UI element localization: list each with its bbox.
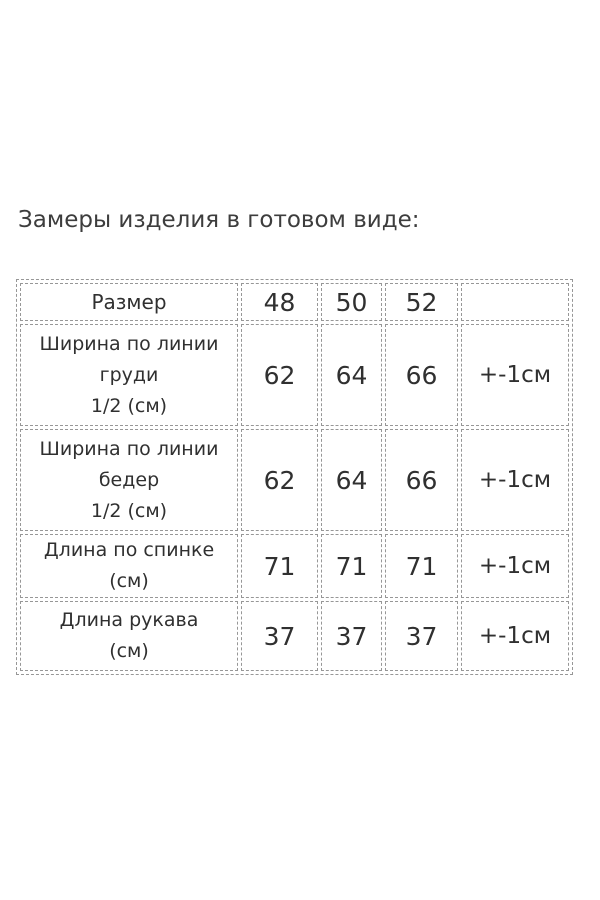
size-header-48: 48: [241, 283, 318, 321]
size-value-cell: 64: [321, 429, 382, 531]
size-value-cell: 71: [321, 534, 382, 598]
table-row-chest-width: Ширина по линии груди 1/2 (см) 62 64 66 …: [20, 324, 569, 426]
size-value-cell: 66: [385, 324, 458, 426]
size-value-cell: 37: [385, 601, 458, 671]
table-header-row: Размер 48 50 52: [20, 283, 569, 321]
table-row-back-length: Длина по спинке (см) 71 71 71 +-1см: [20, 534, 569, 598]
size-header-50: 50: [321, 283, 382, 321]
size-value-cell: 71: [385, 534, 458, 598]
tolerance-cell: +-1см: [461, 324, 569, 426]
tolerance-cell: +-1см: [461, 601, 569, 671]
tolerance-cell: +-1см: [461, 534, 569, 598]
measure-label-cell: Ширина по линии груди 1/2 (см): [20, 324, 238, 426]
size-value-cell: 37: [241, 601, 318, 671]
tolerance-header-cell: [461, 283, 569, 321]
measure-label-cell: Длина по спинке (см): [20, 534, 238, 598]
size-value-cell: 66: [385, 429, 458, 531]
size-value-cell: 62: [241, 324, 318, 426]
page-title: Замеры изделия в готовом виде:: [18, 207, 420, 233]
table-row-hip-width: Ширина по линии бедер 1/2 (см) 62 64 66 …: [20, 429, 569, 531]
measurements-table: Размер 48 50 52 Ширина по линии груди 1/…: [16, 279, 573, 675]
measure-label-cell: Ширина по линии бедер 1/2 (см): [20, 429, 238, 531]
size-value-cell: 37: [321, 601, 382, 671]
table-row-sleeve-length: Длина рукава (см) 37 37 37 +-1см: [20, 601, 569, 671]
tolerance-cell: +-1см: [461, 429, 569, 531]
size-header-label: Размер: [20, 283, 238, 321]
size-value-cell: 71: [241, 534, 318, 598]
size-header-52: 52: [385, 283, 458, 321]
size-value-cell: 62: [241, 429, 318, 531]
measure-label-cell: Длина рукава (см): [20, 601, 238, 671]
size-value-cell: 64: [321, 324, 382, 426]
